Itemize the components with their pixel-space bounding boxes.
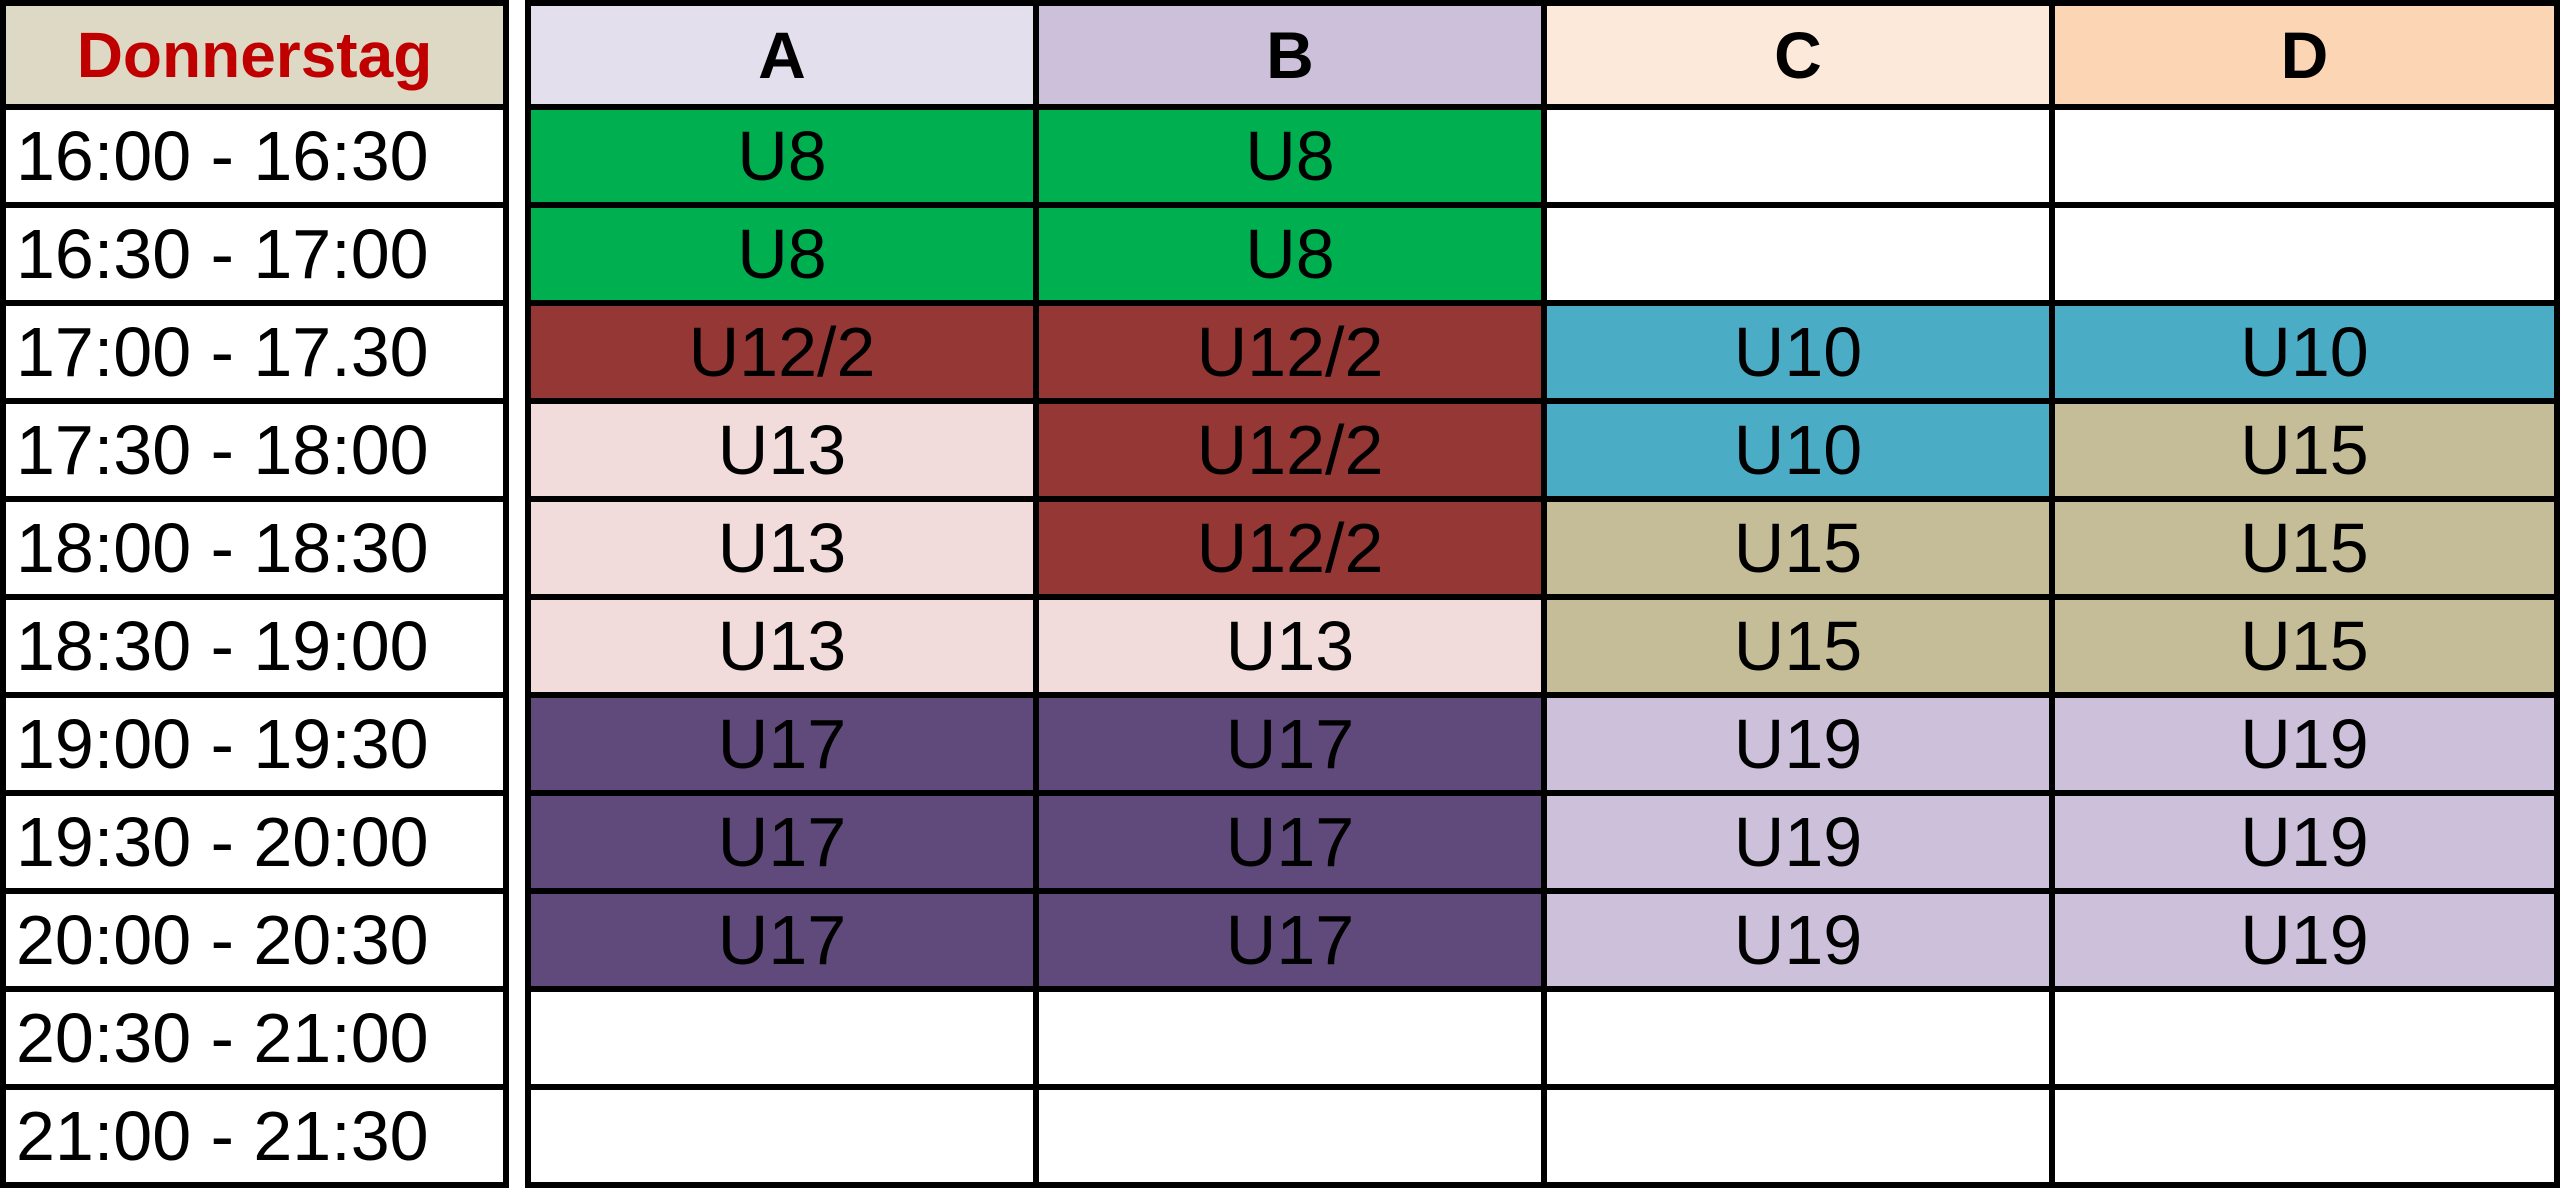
empty-cell xyxy=(2055,110,2554,202)
row-divider xyxy=(0,790,2560,796)
column-header-c: C xyxy=(1547,6,2049,104)
time-slot-label: 16:00 - 16:30 xyxy=(16,117,429,195)
time-slot-label: 16:30 - 17:00 xyxy=(16,215,429,293)
row-divider xyxy=(0,398,2560,404)
time-slot-label: 17:30 - 18:00 xyxy=(16,411,429,489)
column-divider xyxy=(0,0,6,1188)
row-divider xyxy=(0,888,2560,894)
row-divider xyxy=(0,202,2560,208)
empty-cell xyxy=(1547,1090,2049,1182)
schedule-cell: U13 xyxy=(531,600,1033,692)
column-header-a: A xyxy=(531,6,1033,104)
empty-cell xyxy=(1039,1090,1541,1182)
row-divider xyxy=(0,986,2560,992)
schedule-cell: U17 xyxy=(1039,894,1541,986)
empty-cell xyxy=(531,1090,1033,1182)
schedule-cell: U8 xyxy=(531,208,1033,300)
day-header: Donnerstag xyxy=(6,6,503,104)
empty-cell xyxy=(1039,992,1541,1084)
schedule-cell: U17 xyxy=(531,894,1033,986)
double-separator-gap xyxy=(509,0,525,1188)
schedule-cell: U17 xyxy=(531,698,1033,790)
schedule-cell: U12/2 xyxy=(531,306,1033,398)
time-slot-label: 20:00 - 20:30 xyxy=(16,901,429,979)
time-slot-label: 18:30 - 19:00 xyxy=(16,607,429,685)
empty-cell xyxy=(531,992,1033,1084)
row-divider xyxy=(0,496,2560,502)
schedule-cell: U10 xyxy=(1547,404,2049,496)
schedule-cell: U15 xyxy=(2055,502,2554,594)
column-divider xyxy=(1033,0,1039,1188)
empty-cell xyxy=(2055,208,2554,300)
row-divider xyxy=(0,692,2560,698)
schedule-cell: U12/2 xyxy=(1039,404,1541,496)
column-divider xyxy=(2049,0,2055,1188)
time-slot-label: 21:00 - 21:30 xyxy=(16,1097,429,1175)
schedule-cell: U15 xyxy=(1547,600,2049,692)
schedule-cell: U17 xyxy=(1039,796,1541,888)
time-slot-label: 19:00 - 19:30 xyxy=(16,705,429,783)
schedule-cell: U10 xyxy=(2055,306,2554,398)
empty-cell xyxy=(1547,992,2049,1084)
schedule-cell: U19 xyxy=(1547,796,2049,888)
schedule-cell: U8 xyxy=(531,110,1033,202)
empty-cell xyxy=(1547,208,2049,300)
schedule-cell: U12/2 xyxy=(1039,306,1541,398)
schedule-cell: U19 xyxy=(1547,894,2049,986)
row-divider xyxy=(0,300,2560,306)
time-slot-label: 19:30 - 20:00 xyxy=(16,803,429,881)
schedule-cell: U17 xyxy=(1039,698,1541,790)
row-divider xyxy=(0,594,2560,600)
schedule-cell: U15 xyxy=(1547,502,2049,594)
schedule-cell: U8 xyxy=(1039,110,1541,202)
schedule-cell: U13 xyxy=(531,404,1033,496)
time-slot-label: 17:00 - 17.30 xyxy=(16,313,429,391)
schedule-cell: U17 xyxy=(531,796,1033,888)
schedule-cell: U19 xyxy=(2055,698,2554,790)
row-divider xyxy=(0,104,2560,110)
empty-cell xyxy=(1547,110,2049,202)
row-divider xyxy=(0,0,2560,6)
column-divider xyxy=(1541,0,1547,1188)
schedule-cell: U19 xyxy=(2055,894,2554,986)
time-slot-label: 20:30 - 21:00 xyxy=(16,999,429,1077)
schedule-cell: U10 xyxy=(1547,306,2049,398)
schedule-cell: U13 xyxy=(531,502,1033,594)
column-header-d: D xyxy=(2055,6,2554,104)
column-header-b: B xyxy=(1039,6,1541,104)
empty-cell xyxy=(2055,1090,2554,1182)
row-divider xyxy=(0,1084,2560,1090)
time-slot-label: 18:00 - 18:30 xyxy=(16,509,429,587)
schedule-cell: U15 xyxy=(2055,404,2554,496)
column-divider xyxy=(503,0,509,1188)
schedule-cell: U19 xyxy=(2055,796,2554,888)
empty-cell xyxy=(2055,992,2554,1084)
schedule-cell: U8 xyxy=(1039,208,1541,300)
schedule-cell: U13 xyxy=(1039,600,1541,692)
row-divider xyxy=(0,1182,2560,1188)
column-divider xyxy=(2554,0,2560,1188)
column-divider xyxy=(525,0,531,1188)
schedule-cell: U19 xyxy=(1547,698,2049,790)
schedule-cell: U15 xyxy=(2055,600,2554,692)
schedule-cell: U12/2 xyxy=(1039,502,1541,594)
